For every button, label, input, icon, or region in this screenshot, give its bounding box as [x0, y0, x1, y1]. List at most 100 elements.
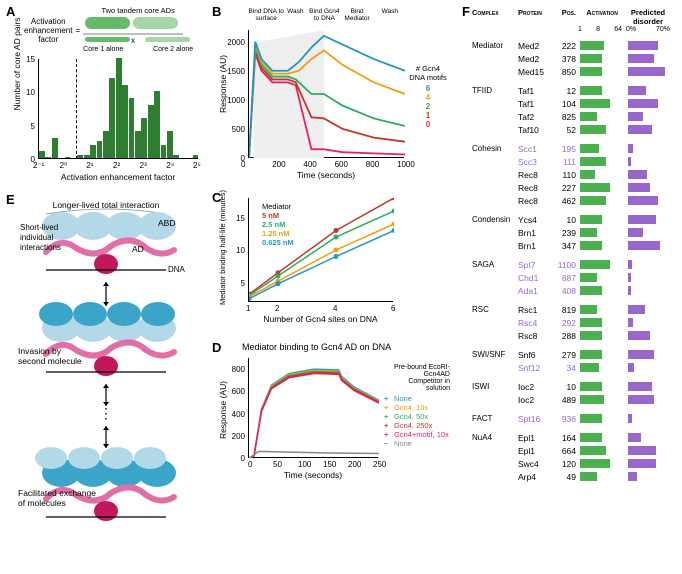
panel-e: E Longer-lived total interactionShort-li… [6, 192, 206, 564]
legend-item: −None [384, 439, 450, 448]
table-row: Rsc8 288 [472, 329, 678, 342]
panel-c-legend: Mediator 5 nM2.5 nM1.25 nM0.625 nM [262, 202, 294, 247]
table-row: TFIID Taf1 12 [472, 84, 678, 97]
legend-item: 1 [408, 111, 448, 120]
hist-bar [141, 118, 147, 158]
svg-text:of molecules: of molecules [18, 498, 66, 508]
table-row: Brn1 239 [472, 226, 678, 239]
hist-bar [193, 155, 199, 158]
panel-a-ylabel: Number of core AD pairs [12, 17, 22, 110]
hist-bar [122, 85, 128, 158]
tandem-lbl: Two tandem core ADs [83, 6, 193, 15]
legend-item: +None [384, 394, 450, 403]
panel-c-ylabel: Mediator binding half-life (minutes) [218, 195, 227, 305]
panel-d-chart: 0200400600800050100150200250 [248, 358, 378, 458]
panel-a: A Activation enhancement factor = Two ta… [6, 4, 206, 184]
table-row: FACT Spt16 936 [472, 412, 678, 425]
dash-line [76, 59, 77, 159]
table-row: Condensin Ycs4 10 [472, 213, 678, 226]
hist-bar [154, 91, 160, 158]
svg-text:Invasion by: Invasion by [18, 346, 62, 356]
panel-d-legend: Pre-bound EcoRI-Gcn4AD Competitor in sol… [384, 364, 450, 448]
panel-b-legend: # Gcn4 DNA motifs 64210 [408, 64, 448, 129]
hist-bar [84, 155, 90, 158]
legend-d-h2: Competitor in solution [384, 378, 450, 392]
core2: Core 2 alone [153, 45, 193, 54]
hist-bar [161, 145, 167, 158]
legend-item: 5 nM [262, 211, 294, 220]
table-row: Rec8 462 [472, 194, 678, 207]
table-row: Scc3 111 [472, 155, 678, 168]
panel-b-phases: Bind DNA to surface Wash Bind Gcn4 to DN… [248, 8, 408, 22]
panel-a-xlabel: Activation enhancement factor [38, 172, 198, 182]
hist-bar [65, 157, 71, 158]
act-l1: Activation [24, 17, 72, 26]
table-row: Snf12 34 [472, 361, 678, 374]
hist-bar [52, 138, 58, 158]
panel-b-legend-title: # Gcn4 DNA motifs [408, 64, 448, 82]
panel-e-svg: Longer-lived total interaction Short-live… [6, 196, 206, 564]
act-l3: factor [24, 35, 72, 44]
hist-bar [39, 151, 45, 158]
table-row: Epl1 664 [472, 444, 678, 457]
panel-a-chart: 0510152⁻¹2⁰2¹2²2³2⁴2⁵ [38, 59, 198, 159]
table-row: RSC Rsc1 819 [472, 303, 678, 316]
table-row: Ioc2 489 [472, 393, 678, 406]
panel-d-ylabel: Response (AU) [218, 381, 228, 439]
hist-bar [103, 131, 109, 158]
table-row: Cohesin Scc1 195 [472, 142, 678, 155]
panel-d: D Mediator binding to Gcn4 AD on DNA Res… [212, 340, 452, 490]
legend-item: 6 [408, 84, 448, 93]
table-row: Chd1 887 [472, 271, 678, 284]
table-row: Med15 850 [472, 65, 678, 78]
panel-b-xlabel: Time (seconds) [248, 170, 404, 180]
hist-bar [97, 141, 103, 158]
panel-d-xlabel: Time (seconds) [248, 470, 378, 480]
panel-c-legend-title: Mediator [262, 202, 294, 211]
hist-bar [77, 155, 83, 158]
hist-bar [129, 98, 135, 158]
panel-c-xlabel: Number of Gcn4 sites on DNA [248, 314, 393, 324]
table-row: Arp4 49 [472, 470, 678, 483]
table-row: Med2 378 [472, 52, 678, 65]
table-row: Swc4 120 [472, 457, 678, 470]
table-row: SWI/SNF Snf6 279 [472, 348, 678, 361]
svg-text:Longer-lived total interaction: Longer-lived total interaction [53, 200, 160, 210]
table-row: ISWI Ioc2 10 [472, 380, 678, 393]
table-row: Brn1 347 [472, 239, 678, 252]
svg-text:AD: AD [132, 244, 144, 254]
panel-d-label: D [212, 340, 221, 355]
panel-b: B Response (AU) Bind DNA to surface Wash… [212, 4, 452, 180]
act-l2: enhancement [24, 26, 72, 35]
tandem-schematic: x [83, 15, 193, 43]
hist-bar [167, 131, 173, 158]
legend-item: 0.625 nM [262, 238, 294, 247]
panel-d-title: Mediator binding to Gcn4 AD on DNA [242, 342, 391, 352]
hist-bar [116, 58, 122, 158]
table-row: Taf2 825 [472, 110, 678, 123]
legend-item: 2.5 nM [262, 220, 294, 229]
table-row: Rec8 110 [472, 168, 678, 181]
panel-f: F Complex Protein Pos. Activation Predic… [462, 4, 678, 572]
hist-bar [109, 78, 115, 158]
legend-item: 2 [408, 102, 448, 111]
panel-b-label: B [212, 4, 221, 19]
table-row: Rec8 227 [472, 181, 678, 194]
table-row: Ada1 408 [472, 284, 678, 297]
table-row: Taf1 104 [472, 97, 678, 110]
svg-text:DNA: DNA [168, 265, 186, 274]
table-row: Mediator Med2 222 [472, 39, 678, 52]
svg-text:⋮: ⋮ [99, 405, 113, 421]
table-row: Taf10 52 [472, 123, 678, 136]
hist-bar [45, 157, 51, 158]
svg-text:interactions: interactions [20, 243, 61, 252]
panel-c: C Mediator binding half-life (minutes) 5… [212, 190, 452, 330]
table-row: Rsc4 292 [472, 316, 678, 329]
hist-bar [148, 105, 154, 158]
legend-item: +Gcn4, 250x [384, 421, 450, 430]
hist-bar [173, 155, 179, 158]
legend-item: 4 [408, 93, 448, 102]
svg-text:Short-lived: Short-lived [20, 223, 58, 232]
legend-item: 0 [408, 120, 448, 129]
svg-text:x: x [131, 36, 135, 43]
